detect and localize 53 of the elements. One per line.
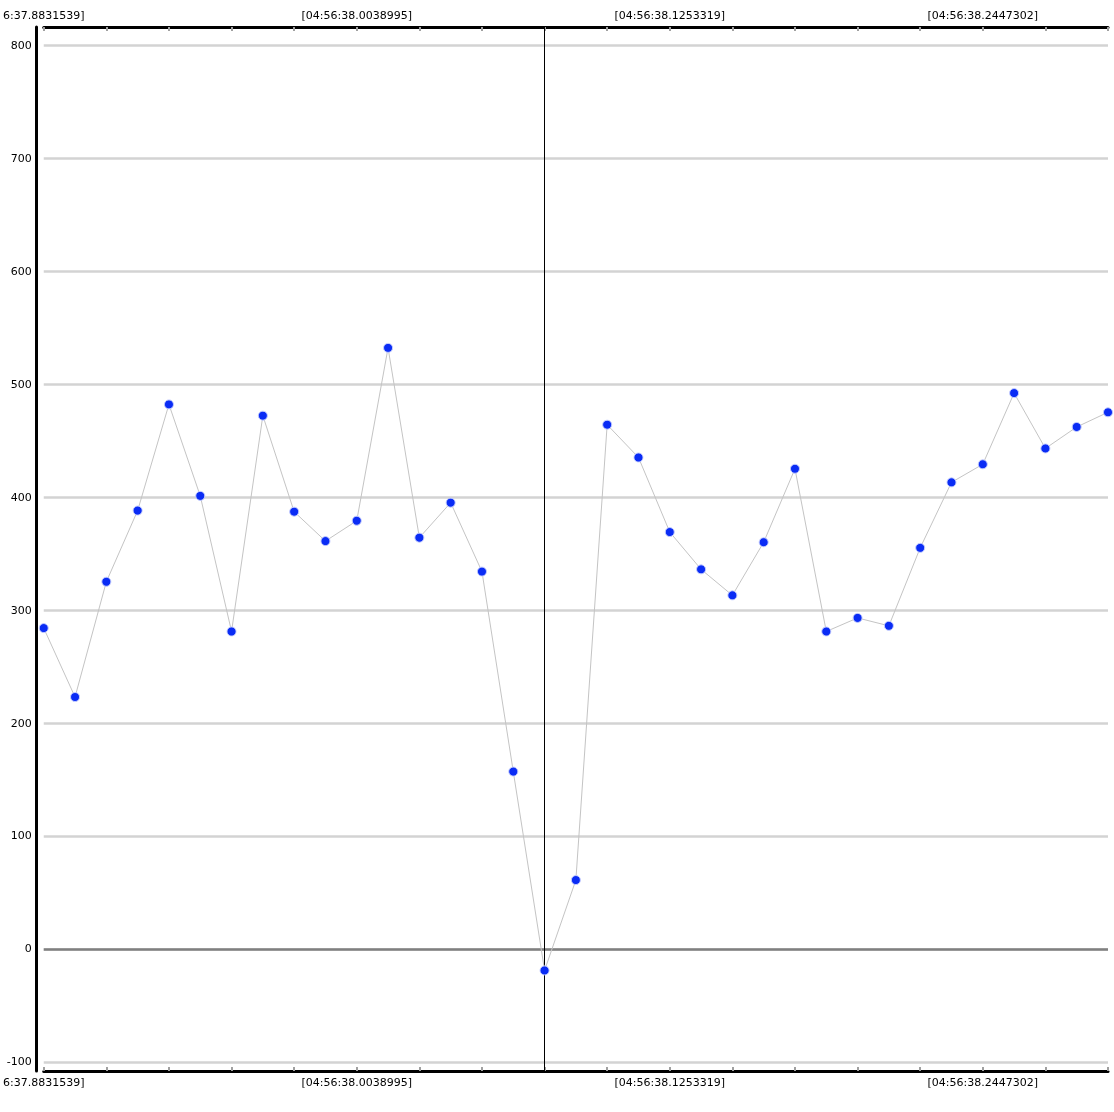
point (101, 576, 112, 587)
point (758, 537, 769, 548)
x-tick-label: [04:56:38.0038995] (301, 1076, 412, 1089)
y-tick-label: 800 (10, 38, 32, 52)
y-tick-label: 100 (10, 829, 32, 843)
point (664, 527, 675, 538)
point (696, 564, 707, 575)
category-label: [04:56:38.1253319] (614, 9, 726, 22)
point (1040, 443, 1051, 454)
point (163, 399, 174, 410)
x-tick-label: [04:56:38.1253319] (614, 1076, 726, 1089)
point (508, 766, 519, 777)
point (414, 532, 425, 543)
point (570, 875, 581, 886)
point (226, 626, 237, 637)
point (821, 626, 832, 637)
y-tick-label: -100 (6, 1055, 32, 1069)
y-tick-label: 300 (10, 603, 32, 617)
y-tick-label: 600 (10, 264, 32, 278)
x-tick-label: [04:56:38.2447302] (927, 1076, 1039, 1089)
point (1103, 407, 1113, 418)
category-label: 6:37.8831539] (3, 9, 85, 22)
point (38, 623, 49, 634)
point (539, 965, 550, 976)
y-tick-label: 500 (10, 377, 32, 391)
point (445, 497, 456, 508)
point (946, 477, 957, 488)
point (1009, 388, 1020, 399)
point (289, 506, 300, 517)
point (789, 463, 800, 474)
point (383, 342, 394, 353)
category-label: [04:56:38.2447302] (927, 9, 1039, 22)
point (1071, 421, 1082, 432)
category-label: [04:56:38.0038995] (301, 9, 412, 22)
point (132, 505, 143, 516)
point (977, 459, 988, 470)
y-tick-label: 200 (10, 716, 32, 730)
point (727, 590, 738, 601)
y-tick-label: 400 (10, 490, 32, 504)
point (195, 490, 206, 501)
point (257, 410, 268, 421)
point (70, 692, 81, 703)
point (883, 620, 894, 631)
x-tick-label: 6:37.8831539] (3, 1076, 85, 1089)
y-tick-label: 0 (24, 942, 32, 956)
point (915, 542, 926, 553)
point (633, 452, 644, 463)
point (351, 515, 362, 526)
point (852, 612, 863, 623)
point (476, 566, 487, 577)
point (602, 419, 613, 430)
point (320, 536, 331, 547)
y-tick-label: 700 (10, 151, 32, 165)
